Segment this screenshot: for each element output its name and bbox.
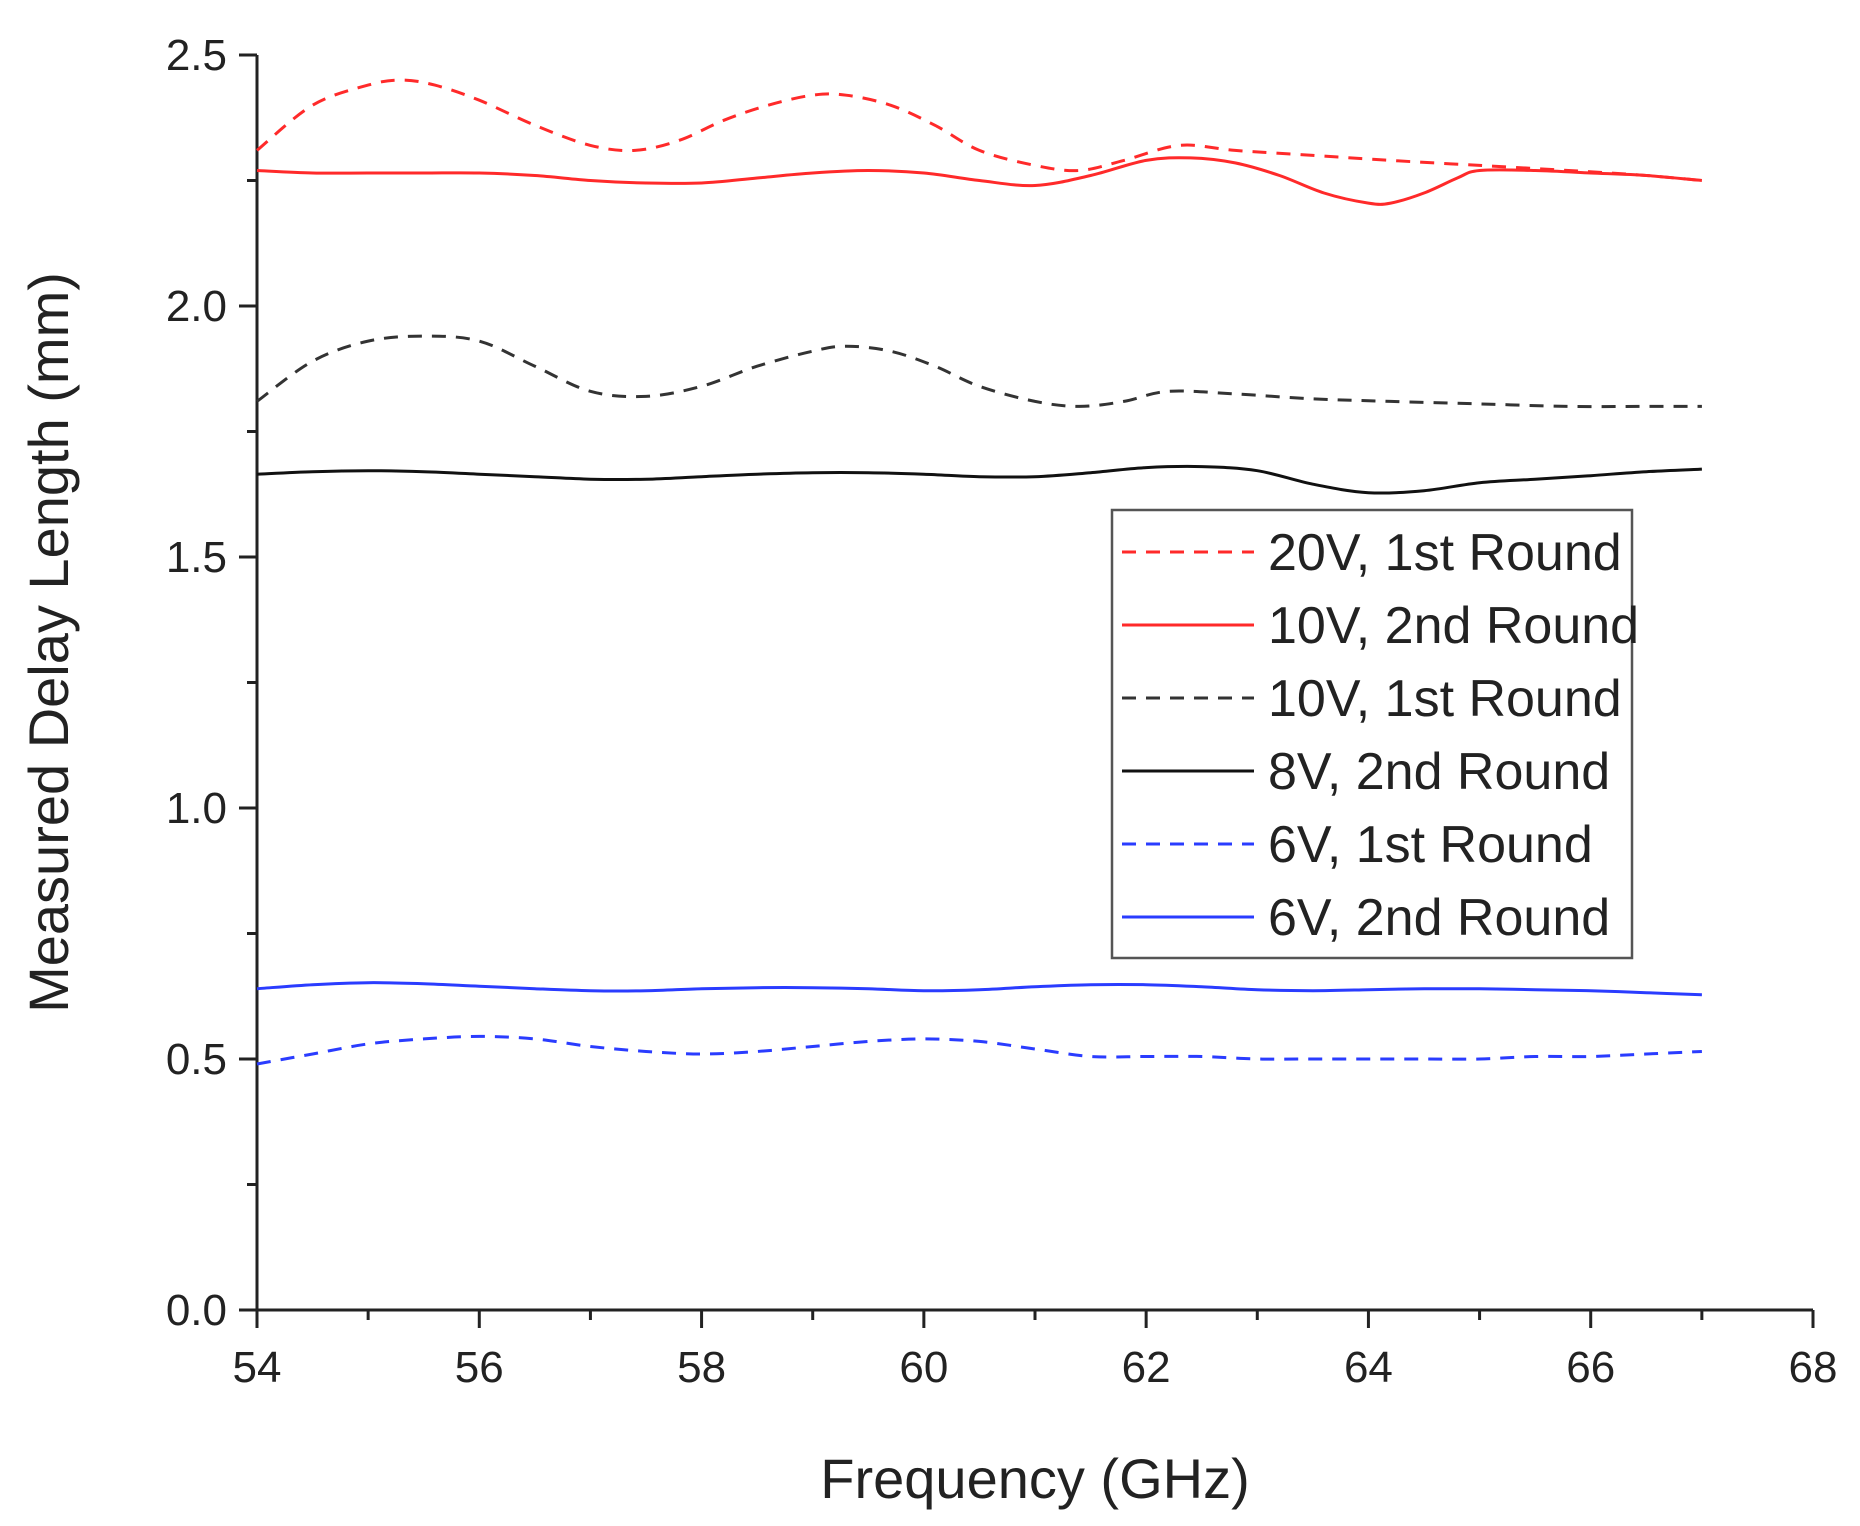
x-tick-label-60: 60	[899, 1343, 948, 1392]
legend-label-10v-1st-round: 10V, 1st Round	[1268, 670, 1622, 728]
series-line-10v-1st-round	[256, 334, 1702, 409]
x-tick-label-54: 54	[233, 1343, 282, 1392]
legend-label-6v-1st-round: 6V, 1st Round	[1268, 816, 1593, 874]
y-tick-label-2.0: 2.0	[166, 282, 227, 331]
y-tick-label-2.5: 2.5	[166, 31, 227, 80]
x-tick-label-62: 62	[1122, 1343, 1171, 1392]
series-line-6v-2nd-round	[256, 981, 1702, 997]
series-line-10v-2nd-round	[256, 156, 1703, 206]
y-tick-label-1.0: 1.0	[166, 784, 227, 833]
legend: 20V, 1st Round 10V, 2nd Round 10V, 1st Rou…	[1110, 508, 1639, 960]
legend-label-20v-1st-round: 20V, 1st Round	[1268, 524, 1622, 582]
series-lines	[256, 78, 1703, 1066]
series-line-20v-1st-round	[256, 78, 1703, 182]
series-line-8v-2nd-round	[256, 464, 1702, 495]
x-tick-label-58: 58	[677, 1343, 726, 1392]
y-axis-label: Measured Delay Length (mm)	[17, 272, 80, 1013]
x-tick-label-56: 56	[455, 1343, 504, 1392]
legend-label-6v-2nd-round: 6V, 2nd Round	[1268, 889, 1610, 947]
y-tick-label-0.0: 0.0	[166, 1286, 227, 1335]
axes: 54 56 58 60 62 64 66 68 0.0 0.5 1.0 1.5 2.0 2.5 Freque…	[17, 31, 1837, 1510]
legend-box	[1110, 508, 1634, 960]
series-line-6v-1st-round	[256, 1034, 1702, 1066]
legend-label-10v-2nd-round: 10V, 2nd Round	[1268, 597, 1639, 655]
x-axis-label: Frequency (GHz)	[820, 1447, 1249, 1510]
y-tick-label-0.5: 0.5	[166, 1035, 227, 1084]
y-tick-label-1.5: 1.5	[166, 533, 227, 582]
legend-label-8v-2nd-round: 8V, 2nd Round	[1268, 743, 1610, 801]
x-tick-label-68: 68	[1789, 1343, 1838, 1392]
x-tick-label-66: 66	[1566, 1343, 1615, 1392]
x-tick-label-64: 64	[1344, 1343, 1393, 1392]
